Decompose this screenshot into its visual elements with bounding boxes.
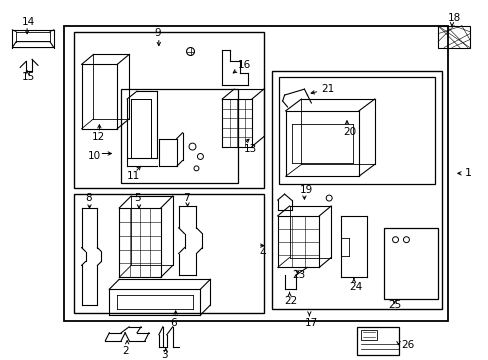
Bar bbox=[360, 330, 376, 340]
Text: 2: 2 bbox=[122, 346, 128, 356]
Text: 10: 10 bbox=[87, 152, 101, 162]
Text: 15: 15 bbox=[22, 72, 35, 82]
Text: 22: 22 bbox=[284, 296, 297, 306]
Text: 17: 17 bbox=[304, 318, 317, 328]
Bar bbox=[271, 71, 441, 309]
Text: 6: 6 bbox=[170, 318, 177, 328]
Text: 9: 9 bbox=[154, 28, 160, 38]
Text: 1: 1 bbox=[464, 168, 471, 178]
Text: 16: 16 bbox=[238, 60, 251, 70]
Text: 14: 14 bbox=[22, 17, 35, 27]
Text: 11: 11 bbox=[127, 171, 140, 181]
Bar bbox=[356, 327, 398, 355]
Text: 4: 4 bbox=[259, 248, 266, 257]
Text: 8: 8 bbox=[85, 193, 92, 203]
Bar bbox=[74, 194, 263, 313]
Bar bbox=[63, 26, 447, 321]
Bar bbox=[383, 228, 437, 299]
Text: 12: 12 bbox=[91, 132, 104, 142]
Bar bbox=[74, 32, 263, 188]
Text: 3: 3 bbox=[161, 350, 167, 360]
Bar bbox=[278, 77, 434, 184]
Text: 25: 25 bbox=[388, 300, 401, 310]
Text: 19: 19 bbox=[299, 185, 312, 195]
Text: 21: 21 bbox=[321, 84, 334, 94]
Text: 24: 24 bbox=[348, 282, 362, 292]
Text: 20: 20 bbox=[343, 127, 355, 137]
Text: 13: 13 bbox=[244, 144, 257, 154]
Text: 26: 26 bbox=[401, 339, 414, 350]
Text: 23: 23 bbox=[292, 270, 305, 280]
Text: 7: 7 bbox=[183, 193, 190, 203]
Text: 18: 18 bbox=[447, 13, 460, 23]
Bar bbox=[121, 89, 238, 183]
Text: 5: 5 bbox=[134, 193, 141, 203]
